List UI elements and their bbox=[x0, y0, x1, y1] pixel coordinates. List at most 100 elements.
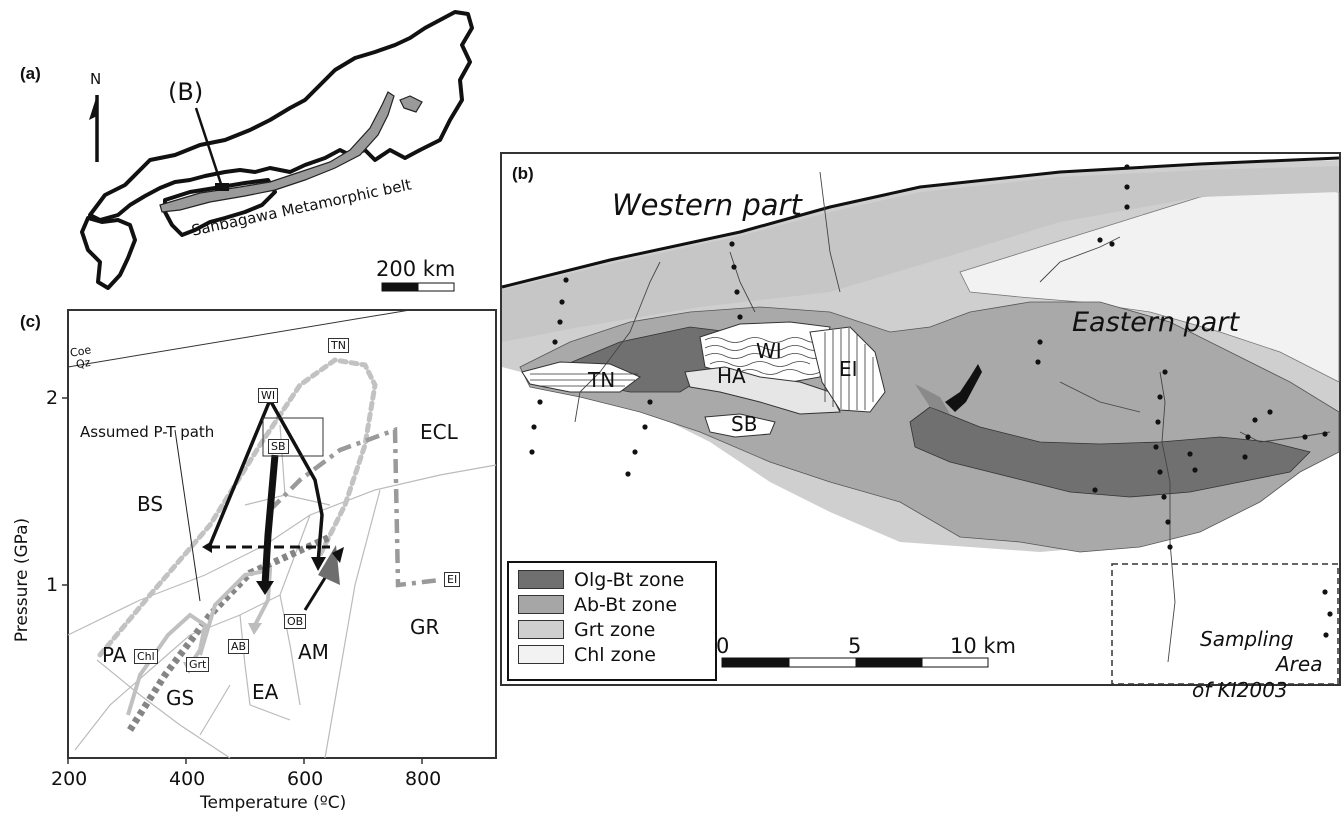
streams bbox=[574, 171, 1331, 663]
path-box-sb: SB bbox=[268, 439, 289, 454]
path-box-wi: WI bbox=[258, 388, 279, 403]
legend-swatch-grt bbox=[518, 620, 564, 639]
unit-ei-stripes bbox=[824, 328, 874, 410]
tn-path-dotted bbox=[97, 357, 378, 658]
panel-a-map bbox=[80, 10, 474, 292]
wi-path-black-right bbox=[268, 399, 324, 564]
sb-region-box bbox=[262, 417, 324, 457]
x-tick-200: 200 bbox=[51, 768, 88, 790]
scale-bar-black bbox=[381, 282, 419, 292]
eastern-belt-fragment bbox=[399, 95, 423, 113]
path-box-tn: TN bbox=[328, 338, 349, 353]
pt-diagram bbox=[62, 309, 497, 764]
legend-swatch-chl bbox=[518, 645, 564, 664]
arrowhead-wi-right bbox=[311, 557, 326, 571]
legend-item-olg-bt: Olg-Bt zone bbox=[518, 567, 718, 592]
black-body bbox=[945, 364, 982, 412]
facies-pa: PA bbox=[102, 643, 127, 667]
grt-path bbox=[198, 567, 273, 656]
sample-dots bbox=[529, 164, 1333, 638]
scale-tick-10: 10 km bbox=[950, 634, 1017, 658]
kyushu-outline bbox=[80, 216, 137, 290]
unit-ha-label: HA bbox=[717, 364, 746, 388]
inset-marker-label: (B) bbox=[168, 78, 204, 106]
sampling-area-line1: Sampling bbox=[1200, 627, 1294, 651]
honshu-outline bbox=[88, 10, 474, 222]
western-part-label: Western part bbox=[612, 188, 802, 222]
legend: Olg-Bt zone Ab-Bt zone Grt zone Chl zone bbox=[518, 567, 718, 667]
y-tick-1: 1 bbox=[46, 574, 59, 596]
legend-item-ab-bt: Ab-Bt zone bbox=[518, 592, 718, 617]
north-label: N bbox=[90, 70, 102, 88]
facies-ecl: ECL bbox=[420, 420, 458, 444]
legend-label-olg-bt: Olg-Bt zone bbox=[574, 568, 685, 591]
path-box-ob: OB bbox=[284, 614, 307, 629]
facies-ea: EA bbox=[252, 680, 279, 704]
facies-gs: GS bbox=[166, 686, 195, 710]
arrowhead-ob bbox=[332, 547, 344, 563]
x-axis-title: Temperature (ºC) bbox=[200, 793, 347, 813]
unit-tn-label: TN bbox=[588, 368, 616, 392]
ei-path-dashdot bbox=[268, 426, 441, 588]
facies-boundaries bbox=[67, 424, 497, 759]
assumed-path-label: Assumed P-T path bbox=[80, 423, 215, 441]
small-grey-lens bbox=[915, 384, 950, 414]
northern-band bbox=[502, 154, 1339, 287]
facies-am: AM bbox=[298, 640, 329, 664]
chl-zone bbox=[959, 186, 1340, 383]
wi-path-black bbox=[208, 399, 272, 546]
map-a-scale-label: 200 km bbox=[376, 257, 456, 281]
scale-tick-5: 5 bbox=[848, 634, 862, 658]
olg-bt-zone-east bbox=[909, 406, 1311, 498]
facies-gr: GR bbox=[410, 615, 440, 639]
sb-path-black bbox=[261, 454, 279, 586]
y-axis-ticks bbox=[62, 397, 68, 586]
legend-item-chl: Chl zone bbox=[518, 642, 718, 667]
prograde-path-thick bbox=[127, 533, 332, 732]
qz-label: Qz bbox=[74, 355, 92, 372]
scale-tick-0: 0 bbox=[716, 634, 730, 658]
legend-label-grt: Grt zone bbox=[574, 618, 656, 641]
inset-pointer-line bbox=[194, 107, 224, 188]
panel-b-map bbox=[500, 152, 1341, 686]
arrowhead-wi-left bbox=[202, 541, 212, 553]
eastern-part-label: Eastern part bbox=[1072, 307, 1240, 338]
panel-a-label: (a) bbox=[20, 64, 41, 83]
sanbagawa-belt bbox=[159, 91, 395, 213]
sampling-area-line2: Area bbox=[1276, 652, 1323, 676]
unit-ha-block bbox=[684, 366, 841, 415]
median-line bbox=[501, 156, 1340, 289]
panel-b-label: (b) bbox=[512, 164, 534, 183]
legend-swatch-ab-bt bbox=[518, 595, 564, 614]
legend-label-chl: Chl zone bbox=[574, 643, 656, 666]
legend-item-grt: Grt zone bbox=[518, 617, 718, 642]
x-tick-600: 600 bbox=[287, 768, 324, 790]
map-b-scale-bar bbox=[721, 657, 989, 668]
unit-ei-label: EI bbox=[839, 357, 858, 381]
arrowhead-sb bbox=[256, 581, 274, 595]
unit-wi-waves bbox=[704, 337, 826, 375]
assumed-path-leader bbox=[174, 429, 201, 602]
coe-qz-line bbox=[67, 309, 411, 368]
arrowhead-grt bbox=[248, 623, 262, 635]
path-box-ei: EI bbox=[444, 572, 461, 587]
legend-swatch-olg-bt bbox=[518, 570, 564, 589]
x-tick-800: 800 bbox=[405, 768, 442, 790]
x-axis-ticks bbox=[67, 758, 423, 764]
grt-zone-north-strip bbox=[502, 166, 1339, 342]
path-box-ab: AB bbox=[228, 639, 250, 654]
sampling-area-box bbox=[1111, 563, 1339, 685]
facies-bs: BS bbox=[137, 492, 164, 516]
unit-sb-block bbox=[704, 413, 776, 438]
path-box-chl: Chl bbox=[134, 649, 158, 664]
unit-sb-label: SB bbox=[731, 412, 758, 436]
legend-label-ab-bt: Ab-Bt zone bbox=[574, 593, 678, 616]
path-box-grt: Grt bbox=[186, 657, 210, 672]
x-tick-400: 400 bbox=[169, 768, 206, 790]
scale-bar-white bbox=[417, 282, 455, 292]
y-tick-2: 2 bbox=[46, 387, 59, 409]
sampling-area-line3: of KI2003 bbox=[1192, 678, 1288, 702]
unit-tn-block bbox=[521, 361, 641, 393]
panel-c-label: (c) bbox=[20, 312, 41, 331]
y-axis-title: Pressure (GPa) bbox=[12, 517, 33, 643]
